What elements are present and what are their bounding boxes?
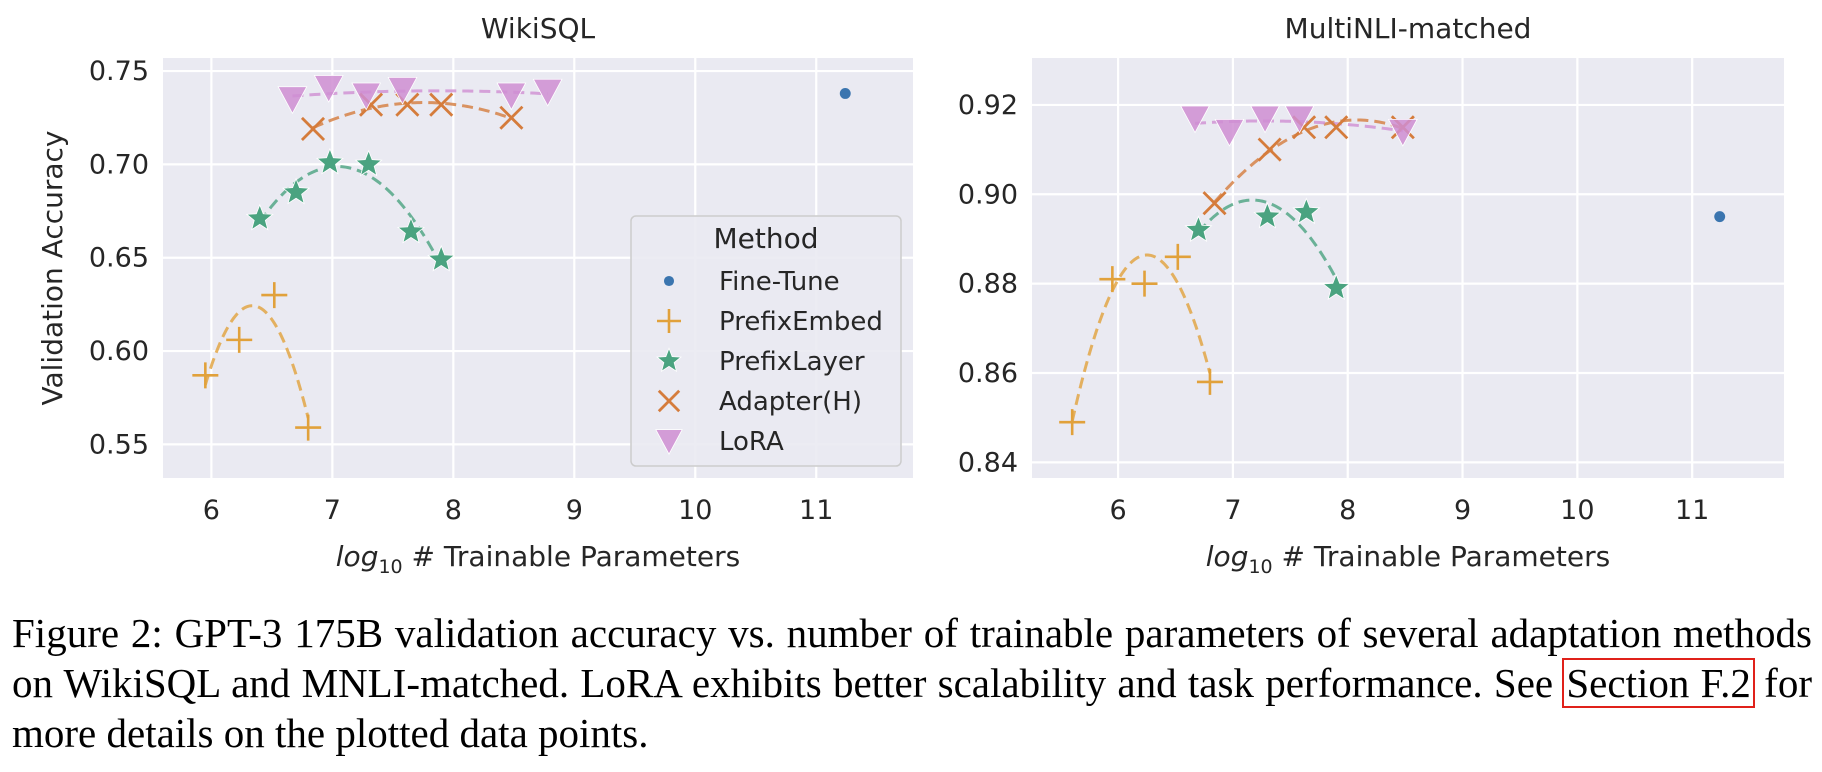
x-tick-label: 11 — [1675, 495, 1709, 526]
chart-title: WikiSQL — [481, 12, 596, 45]
y-tick-label: 0.90 — [958, 179, 1018, 210]
x-tick-label: 6 — [1110, 495, 1127, 526]
marker-lora — [387, 76, 418, 105]
marker-prefixembed — [226, 326, 253, 353]
marker-prefixembed — [295, 414, 322, 441]
marker-adapter-h — [300, 116, 326, 141]
legend-marker-lora — [655, 429, 683, 455]
marker-lora — [532, 78, 563, 107]
marker-prefixembed — [1196, 368, 1223, 395]
marker-lora — [496, 82, 527, 111]
legend-label-prefixlayer: PrefixLayer — [719, 347, 865, 377]
marker-adapter-h — [1202, 191, 1227, 216]
marker-adapter-h — [429, 92, 454, 117]
marker-prefixembed — [192, 362, 219, 389]
x-tick-label: 7 — [324, 495, 341, 526]
marker-lora — [1284, 105, 1315, 134]
x-tick-label: 8 — [445, 495, 462, 526]
x-tick-label: 6 — [203, 495, 220, 526]
marker-prefixlayer — [282, 177, 311, 205]
fit-curve-prefixembed — [1070, 253, 1212, 422]
marker-prefixlayer — [427, 244, 456, 272]
legend-marker-prefixlayer — [655, 347, 683, 373]
fit-curve-prefixlayer — [258, 165, 443, 267]
y-tick-label: 0.55 — [89, 429, 149, 460]
x-axis-label: log10 # Trainable Parameters — [1206, 540, 1610, 578]
fit-curve-prefixlayer — [1197, 198, 1338, 280]
marker-adapter-h — [1324, 115, 1349, 140]
legend-marker-prefixembed — [657, 309, 681, 333]
chart-title: MultiNLI-matched — [1285, 12, 1532, 45]
wikisql-chart: 6 7 8 9 10 110.550.600.650.700.75WikiSQLlog10… — [36, 12, 913, 578]
figure-caption: Figure 2: GPT-3 175B validation accuracy… — [12, 608, 1812, 758]
legend-label-fine-tune: Fine-Tune — [719, 267, 840, 297]
x-axis-label: log10 # Trainable Parameters — [336, 540, 740, 578]
marker-fine-tune — [1714, 211, 1726, 223]
marker-lora — [351, 82, 382, 111]
x-axis-label-sub: 10 — [1248, 556, 1272, 578]
y-axis-label: Validation Accuracy — [36, 131, 69, 406]
marker-fine-tune — [839, 88, 851, 99]
x-tick-label: 11 — [799, 495, 833, 526]
multinli-chart: 6 7 8 9 10 11 0.84 0.86 0.88 0.90 0.92 MultiNLI-mat… — [958, 12, 1784, 578]
marker-lora — [1250, 105, 1281, 134]
y-tick-label: 0.86 — [958, 358, 1018, 389]
figure: 6 7 8 9 10 110.550.600.650.700.75WikiSQLlog10… — [36, 12, 1784, 578]
y-tick-label: 0.92 — [958, 90, 1018, 121]
legend-marker-adapter-h — [657, 389, 681, 413]
marker-prefixlayer — [1292, 197, 1321, 225]
marker-adapter-h — [499, 105, 524, 130]
section-f2-link[interactable]: Section F.2 — [1562, 658, 1755, 708]
legend-marker-fine-tune — [663, 275, 675, 287]
marker-prefixlayer — [1184, 215, 1213, 242]
fit-curve-adapter-h — [312, 101, 512, 130]
marker-prefixlayer — [354, 149, 383, 177]
x-tick-label: 9 — [566, 495, 583, 526]
marker-lora — [1180, 105, 1210, 134]
fit-curve-adapter-h — [1213, 118, 1404, 204]
legend-label-lora: LoRA — [719, 427, 784, 457]
marker-prefixlayer — [315, 147, 344, 175]
y-tick-label: 0.75 — [89, 56, 149, 87]
marker-prefixembed — [1131, 270, 1158, 297]
marker-prefixlayer — [1253, 201, 1282, 229]
x-axis-label-rest: # Trainable Parameters — [403, 540, 741, 573]
marker-adapter-h — [1257, 137, 1282, 162]
x-tick-label: 9 — [1454, 495, 1471, 526]
marker-lora — [313, 75, 344, 103]
x-tick-label: 8 — [1339, 495, 1356, 526]
marker-lora — [1214, 118, 1245, 147]
x-tick-label: 10 — [1560, 495, 1594, 526]
legend-title: Method — [713, 222, 818, 255]
marker-lora — [1387, 118, 1418, 147]
legend-box — [630, 215, 902, 467]
caption-text-end: for more details on the plotted data poi… — [12, 660, 1812, 756]
x-axis-label-sub: 10 — [378, 556, 402, 578]
marker-prefixlayer — [245, 203, 274, 231]
legend-label-prefixembed: PrefixEmbed — [719, 307, 883, 337]
y-tick-label: 0.60 — [89, 336, 149, 367]
legend: Method Fine-Tune PrefixEmbed PrefixLayer Ada… — [630, 215, 902, 467]
y-tick-label: 0.65 — [89, 243, 149, 274]
x-axis-label-log: log — [1206, 540, 1249, 573]
marker-prefixlayer — [1322, 273, 1351, 301]
marker-prefixembed — [1099, 266, 1126, 293]
y-tick-label: 0.70 — [89, 149, 149, 180]
x-tick-label: 10 — [678, 495, 712, 526]
marker-prefixembed — [261, 282, 288, 309]
marker-prefixembed — [1059, 409, 1086, 436]
caption-text: Figure 2: GPT-3 175B validation accuracy… — [12, 610, 1812, 706]
x-axis-label-rest: # Trainable Parameters — [1273, 540, 1611, 573]
y-tick-label: 0.84 — [958, 447, 1018, 478]
x-axis-label-log: log — [336, 540, 379, 573]
marker-lora — [277, 86, 308, 115]
x-tick-label: 7 — [1224, 495, 1241, 526]
marker-prefixembed — [1164, 243, 1191, 270]
marker-prefixlayer — [396, 216, 426, 244]
legend-label-adapter-h: Adapter(H) — [719, 387, 862, 417]
y-tick-label: 0.88 — [958, 269, 1018, 300]
